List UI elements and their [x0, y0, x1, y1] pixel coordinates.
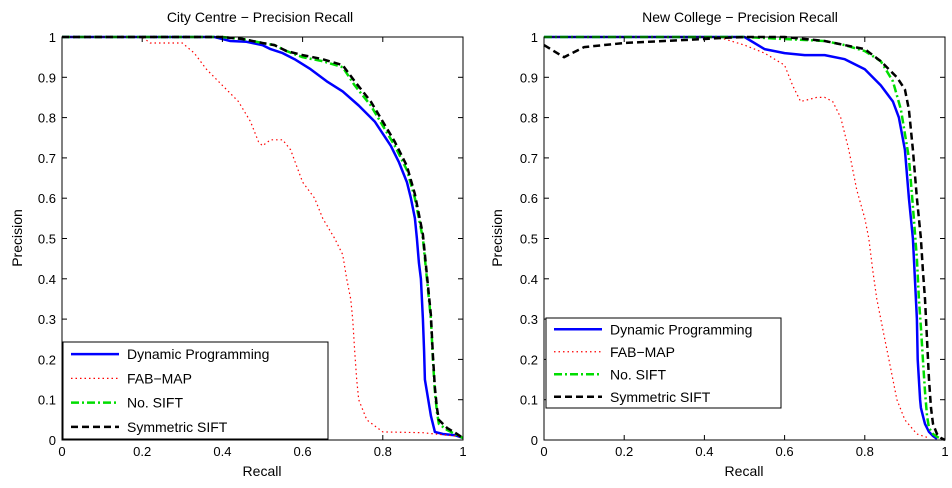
series-line-0	[62, 35, 464, 440]
legend-label-3: Symmetric SIFT	[127, 419, 228, 435]
y-tick-label: 0.7	[38, 151, 56, 166]
y-tick-label: 0.8	[38, 111, 56, 126]
legend-label-0: Dynamic Programming	[610, 321, 752, 337]
y-tick-label: 0.6	[520, 191, 538, 206]
series-layer	[62, 35, 464, 440]
legend-label-2: No. SIFT	[127, 395, 183, 411]
ticks-layer: 0 0.2 0.4 0.6 0.8 1 0 0.1 0.2 0.3 0.4 0.5 0.6 0.7 0.8 0…	[38, 30, 467, 459]
series-line-3	[62, 35, 464, 440]
y-tick-label: 0.9	[520, 70, 538, 85]
y-tick-label: 0.5	[520, 232, 538, 247]
y-axis-label: Precision	[489, 209, 505, 267]
y-tick-label: 0.9	[38, 70, 56, 85]
x-tick-label: 1	[459, 444, 466, 459]
series-line-1	[62, 36, 464, 438]
x-tick-label: 1	[941, 444, 948, 459]
y-tick-label: 0.1	[520, 393, 538, 408]
x-tick-label: 0.8	[374, 444, 392, 459]
x-tick-label: 0.2	[133, 444, 151, 459]
y-tick-label: 0.1	[38, 393, 56, 408]
x-tick-label: 0.6	[776, 444, 794, 459]
legend-label-1: FAB−MAP	[610, 344, 675, 360]
legend-label-3: Symmetric SIFT	[610, 389, 711, 405]
y-tick-label: 0.3	[520, 312, 538, 327]
y-tick-label: 0.5	[38, 232, 56, 247]
y-tick-label: 0.2	[520, 352, 538, 367]
series-line-3	[543, 35, 946, 442]
chart-title: City Centre − Precision Recall	[167, 9, 353, 25]
y-tick-label: 0	[531, 433, 538, 448]
x-tick-label: 0	[540, 444, 547, 459]
y-tick-label: 0	[49, 433, 56, 448]
legend-label-2: No. SIFT	[610, 366, 666, 382]
x-tick-label: 0.4	[213, 444, 231, 459]
y-tick-label: 0.6	[38, 191, 56, 206]
x-tick-label: 0.2	[615, 444, 633, 459]
y-tick-label: 1	[531, 30, 538, 45]
chart-title: New College − Precision Recall	[642, 9, 838, 25]
x-tick-label: 0	[58, 444, 65, 459]
y-tick-label: 0.4	[520, 272, 538, 287]
y-tick-label: 0.7	[520, 151, 538, 166]
x-tick-label: 0.8	[856, 444, 874, 459]
legend: Dynamic Programming FAB−MAP No. SIFT Symmet…	[545, 317, 782, 409]
y-axis-label: Precision	[9, 209, 25, 267]
y-tick-label: 0.4	[38, 272, 56, 287]
x-tick-label: 0.6	[294, 444, 312, 459]
chart-city-centre: City Centre − Precision Recall 0 0.2 0.4 0.…	[9, 9, 467, 479]
y-tick-label: 0.3	[38, 312, 56, 327]
legend-box	[62, 341, 329, 440]
x-axis-label: Recall	[725, 463, 764, 479]
x-axis-label: Recall	[243, 463, 282, 479]
chart-new-college: New College − Precision Recall 0 0.2 0.4 0.…	[489, 9, 949, 479]
legend: Dynamic Programming FAB−MAP No. SIFT Symmet…	[62, 341, 329, 440]
legend-label-0: Dynamic Programming	[127, 346, 269, 362]
x-tick-label: 0.4	[695, 444, 713, 459]
legend-label-1: FAB−MAP	[127, 370, 192, 386]
series-line-1	[544, 36, 930, 439]
y-tick-label: 0.8	[520, 111, 538, 126]
y-tick-label: 1	[49, 30, 56, 45]
y-tick-label: 0.2	[38, 352, 56, 367]
ticks-layer: 0 0.2 0.4 0.6 0.8 1 0 0.1 0.2 0.3 0.4 0.5 0.6 0.7 0.8 0…	[520, 30, 949, 459]
legend-box	[545, 317, 782, 409]
